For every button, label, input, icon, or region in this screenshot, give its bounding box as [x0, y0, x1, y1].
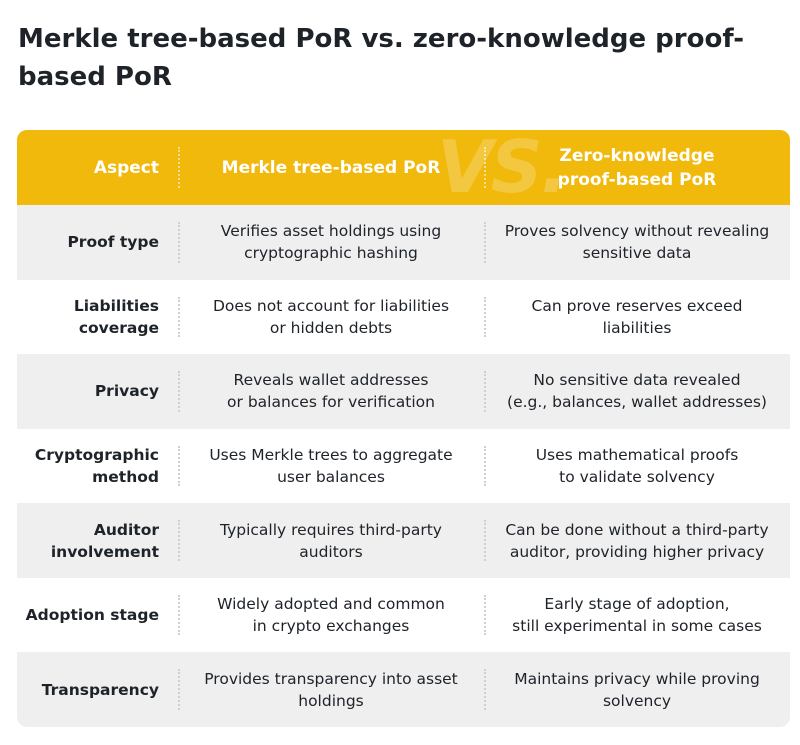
cell-text: still experimental in some cases — [512, 617, 762, 636]
table-row: Proof type Verifies asset holdings using c… — [17, 205, 790, 280]
cell-text: Transparency — [41, 680, 159, 699]
cell-text: cryptographic hashing — [244, 244, 418, 263]
cell-text: Zero-knowledge — [559, 145, 715, 166]
cell-text: user balances — [277, 467, 385, 486]
header-row: VS. Aspect Merkle tree-based PoR Zero-knowl… — [17, 130, 790, 205]
cell-text: proof-based PoR — [557, 169, 717, 190]
cell-text: coverage — [78, 318, 159, 337]
vs-watermark: VS. — [437, 130, 568, 209]
separator — [178, 147, 180, 188]
separator — [178, 445, 180, 487]
cell-text: method — [92, 467, 159, 486]
cell-text: auditor, providing higher privacy — [509, 542, 765, 561]
body-cell: Does not account for liabilities or hidde… — [178, 280, 484, 355]
cell-text: Verifies asset holdings using — [220, 222, 442, 241]
separator — [484, 371, 486, 412]
cell-text: Cryptographic — [34, 445, 159, 464]
cell-text: Adoption stage — [25, 606, 159, 625]
body-cell: Auditor involvement — [17, 503, 159, 578]
separator — [178, 222, 180, 263]
separator — [484, 520, 486, 561]
cell-text: auditors — [299, 542, 363, 561]
cell-text: sensitive data — [582, 244, 692, 263]
cell-text: Uses mathematical proofs — [535, 445, 739, 464]
cell-text: in crypto exchanges — [252, 617, 410, 636]
cell-text: Typically requires third-party — [220, 520, 442, 539]
separator — [484, 147, 486, 188]
separator — [484, 445, 486, 487]
table-row: Transparency Provides transparency into a… — [17, 652, 790, 727]
comparison-table: VS. Aspect Merkle tree-based PoR Zero-knowl… — [17, 130, 790, 727]
separator — [484, 594, 486, 636]
separator — [178, 371, 180, 412]
separator — [178, 520, 180, 561]
header-cell: Zero-knowledge proof-based PoR — [484, 130, 790, 205]
body-cell: Adoption stage — [17, 578, 159, 653]
separator — [178, 669, 180, 710]
body-cell: No sensitive data revealed (e.g., balance… — [484, 354, 790, 429]
body-cell: Maintains privacy while proving solvency — [484, 652, 790, 727]
cell-text: Aspect — [93, 157, 159, 178]
body-cell: Early stage of adoption, still experiment… — [484, 578, 790, 653]
body-cell: Proof type — [17, 205, 159, 280]
separator — [178, 296, 180, 338]
cell-text: Reveals wallet addresses — [233, 371, 429, 390]
cell-text: Provides transparency into asset — [204, 669, 458, 688]
table-row: Auditor involvement Typically requires thi… — [17, 503, 790, 578]
cell-text: No sensitive data revealed — [533, 371, 741, 390]
cell-text: Can be done without a third-party — [505, 520, 769, 539]
cell-text: Widely adopted and common — [217, 595, 445, 614]
body-cell: Liabilities coverage — [17, 280, 159, 355]
table-row: Adoption stage Widely adopted and common i… — [17, 577, 790, 653]
cell-text: involvement — [50, 542, 159, 561]
body-cell: Reveals wallet addresses or balances for … — [178, 354, 484, 429]
body-cell: Verifies asset holdings using cryptograph… — [178, 205, 484, 280]
body-cell: Can be done without a third-party auditor… — [484, 503, 790, 578]
cell-text: Merkle tree-based PoR — [221, 157, 441, 178]
table-row: Cryptographic method Uses Merkle trees to … — [17, 428, 790, 504]
body-cell: Widely adopted and common in crypto excha… — [178, 578, 484, 653]
cell-text: Liabilities — [73, 296, 159, 315]
header-cell: Aspect — [17, 130, 159, 205]
cell-text: Early stage of adoption, — [544, 595, 730, 614]
separator — [484, 222, 486, 263]
cell-text: Proves solvency without revealing — [504, 222, 770, 241]
header-cell: Merkle tree-based PoR — [178, 130, 484, 205]
body-cell: Can prove reserves exceed liabilities — [484, 280, 790, 355]
table-row: Privacy Reveals wallet addresses or balanc… — [17, 354, 790, 429]
cell-text: solvency — [602, 691, 672, 710]
cell-text: liabilities — [602, 318, 672, 337]
separator — [484, 669, 486, 710]
body-cell: Uses Merkle trees to aggregate user balan… — [178, 429, 484, 504]
body-cell: Privacy — [17, 354, 159, 429]
cell-text: holdings — [298, 691, 364, 710]
cell-text: Can prove reserves exceed — [531, 296, 743, 315]
body-cell: Transparency — [17, 652, 159, 727]
cell-text: Auditor — [93, 520, 159, 539]
cell-text: Uses Merkle trees to aggregate — [209, 445, 453, 464]
body-cell: Typically requires third-party auditors — [178, 503, 484, 578]
cell-text: (e.g., balances, wallet addresses) — [507, 393, 767, 412]
cell-text: Does not account for liabilities — [212, 296, 450, 315]
separator — [178, 594, 180, 636]
cell-text: Maintains privacy while proving — [514, 669, 760, 688]
title: Merkle tree-based PoR vs. zero-knowledge… — [18, 24, 744, 92]
cell-text: or balances for verification — [227, 393, 435, 412]
cell-text: to validate solvency — [559, 467, 715, 486]
cell-text: Privacy — [94, 382, 159, 401]
cell-text: or hidden debts — [269, 318, 393, 337]
cell-text: Proof type — [67, 233, 159, 252]
body-cell: Cryptographic method — [17, 429, 159, 504]
body-cell: Uses mathematical proofs to validate solv… — [484, 429, 790, 504]
body-cell: Provides transparency into asset holdings — [178, 652, 484, 727]
body-cell: Proves solvency without revealing sensiti… — [484, 205, 790, 280]
table-row: Liabilities coverage Does not account for … — [17, 279, 790, 355]
separator — [484, 296, 486, 338]
